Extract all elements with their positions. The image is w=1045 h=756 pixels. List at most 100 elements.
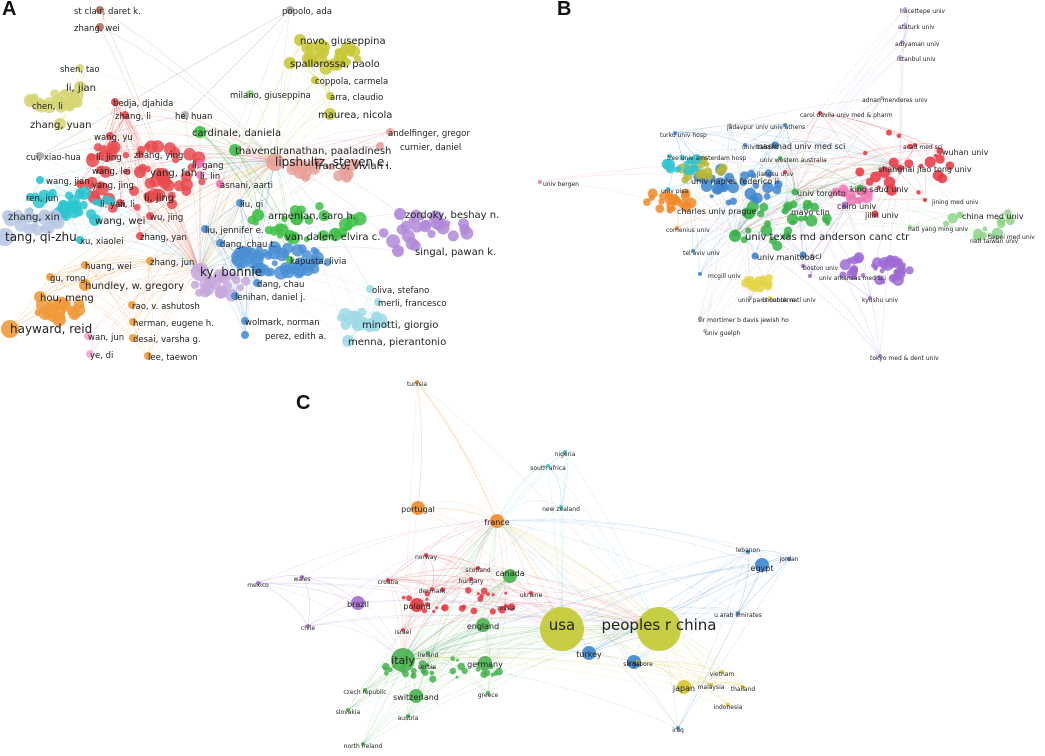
network-node bbox=[346, 708, 350, 712]
network-edge bbox=[415, 575, 511, 697]
filler-node bbox=[424, 601, 430, 607]
network-node bbox=[26, 193, 34, 201]
network-edge bbox=[84, 258, 151, 266]
network-edge bbox=[387, 579, 563, 630]
network-edge bbox=[794, 191, 811, 277]
network-edge bbox=[547, 465, 562, 508]
filler-node bbox=[430, 216, 445, 230]
filler-node bbox=[495, 667, 503, 676]
filler-node bbox=[133, 203, 141, 211]
filler-node bbox=[680, 188, 691, 198]
network-edge bbox=[637, 661, 723, 673]
filler-node bbox=[333, 170, 345, 182]
network-node bbox=[486, 691, 490, 695]
network-edge bbox=[59, 123, 201, 273]
network-edge bbox=[139, 161, 276, 237]
network-node bbox=[136, 150, 144, 158]
network-edge bbox=[959, 214, 991, 236]
filler-node bbox=[410, 667, 417, 674]
filler-node bbox=[252, 219, 259, 226]
network-node bbox=[736, 611, 740, 615]
network-edge bbox=[39, 9, 291, 157]
network-node bbox=[294, 34, 306, 46]
network-node bbox=[755, 558, 769, 572]
filler-node bbox=[435, 606, 439, 610]
filler-node bbox=[924, 156, 936, 168]
node-label: tang, qi-zhu bbox=[5, 230, 77, 244]
filler-node bbox=[760, 280, 767, 287]
filler-node bbox=[441, 604, 449, 612]
network-edge bbox=[39, 260, 151, 298]
network-edge bbox=[914, 144, 926, 201]
node-label: sir mortimer b davis jewish ho bbox=[698, 317, 789, 324]
network-node bbox=[144, 352, 152, 360]
network-edge bbox=[49, 276, 134, 323]
network-edge bbox=[417, 507, 660, 630]
network-edge bbox=[425, 554, 472, 580]
network-edge bbox=[99, 169, 201, 273]
network-edge bbox=[737, 551, 749, 614]
network-edge bbox=[149, 215, 201, 273]
filler-node bbox=[853, 254, 863, 264]
filler-node bbox=[241, 276, 251, 286]
network-edge bbox=[402, 652, 723, 673]
filler-node bbox=[315, 202, 324, 211]
node-label: armenian, saro h. bbox=[268, 211, 356, 222]
filler-node bbox=[223, 281, 233, 291]
network-edge bbox=[496, 520, 712, 686]
node-label: univ athens bbox=[770, 124, 805, 131]
network-edge bbox=[147, 161, 276, 357]
network-edge bbox=[274, 129, 391, 163]
network-edge bbox=[794, 164, 901, 193]
panel-b: hacettepe univ ataturk univ adiyaman univ i… bbox=[520, 0, 1045, 380]
network-node bbox=[394, 208, 406, 220]
node-label: zhang, wei bbox=[74, 24, 120, 34]
network-edge bbox=[301, 520, 498, 578]
network-edge bbox=[470, 578, 532, 594]
network-edge bbox=[734, 144, 746, 237]
network-edge bbox=[364, 628, 660, 691]
filler-node bbox=[748, 195, 755, 201]
network-edge bbox=[633, 612, 739, 663]
filler-node bbox=[935, 154, 945, 164]
node-label: slovakia bbox=[336, 709, 361, 716]
node-label: nigeria bbox=[555, 451, 576, 458]
network-edge bbox=[29, 196, 201, 273]
network-edge bbox=[114, 101, 276, 163]
network-edge bbox=[737, 558, 790, 614]
filler-node bbox=[450, 656, 456, 662]
network-edge bbox=[362, 624, 484, 745]
network-node bbox=[96, 166, 104, 174]
filler-node bbox=[24, 214, 34, 224]
network-edge bbox=[199, 202, 241, 273]
network-edge bbox=[744, 124, 786, 146]
network-edge bbox=[139, 234, 201, 273]
node-label: franco, vivian i. bbox=[315, 161, 392, 172]
node-label: huang, wei bbox=[85, 262, 132, 272]
network-edge bbox=[79, 86, 276, 163]
node-label: li, jing bbox=[96, 153, 122, 163]
network-edge bbox=[496, 520, 744, 688]
node-label: jining med univ bbox=[931, 199, 979, 206]
network-edge bbox=[402, 657, 685, 688]
node-label: japan bbox=[672, 684, 695, 693]
network-node bbox=[76, 64, 84, 72]
filler-node bbox=[659, 192, 667, 201]
network-edge bbox=[132, 161, 276, 339]
network-node bbox=[86, 350, 94, 358]
filler-node bbox=[507, 603, 516, 611]
network-node bbox=[36, 152, 44, 160]
filler-node bbox=[335, 51, 346, 62]
network-edge bbox=[784, 124, 796, 193]
network-edge bbox=[784, 112, 821, 173]
filler-node bbox=[879, 278, 886, 285]
network-node bbox=[300, 575, 304, 579]
network-node bbox=[720, 670, 724, 674]
network-edge bbox=[784, 144, 916, 173]
network-node bbox=[106, 132, 114, 140]
node-label: egypt bbox=[751, 564, 774, 573]
filler-node bbox=[90, 190, 100, 199]
network-edge bbox=[425, 554, 532, 594]
network-edge bbox=[496, 520, 660, 630]
network-edge bbox=[496, 520, 739, 614]
